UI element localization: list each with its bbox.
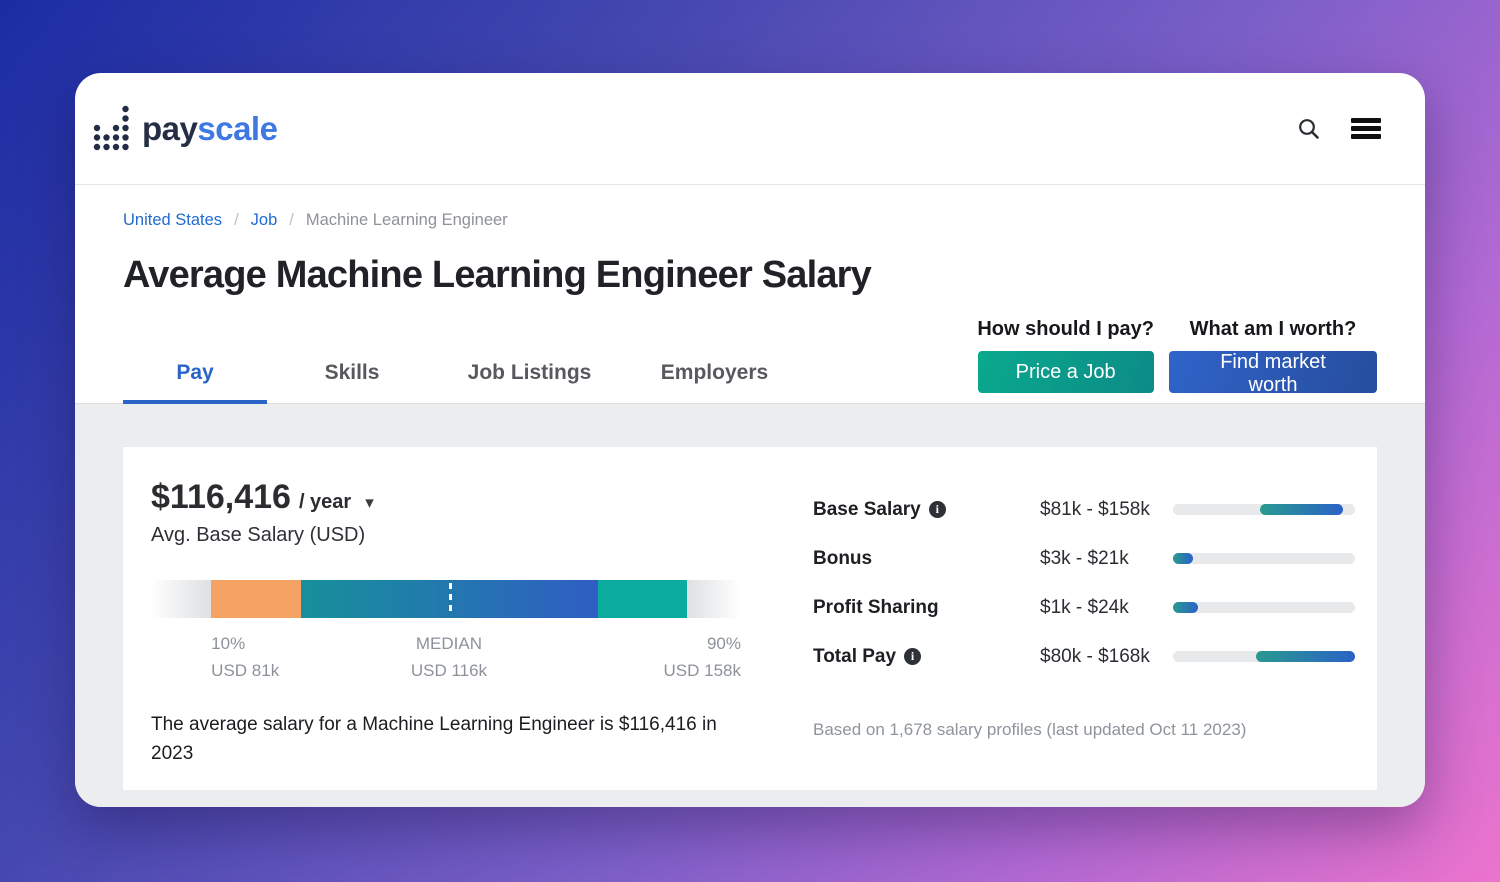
payscale-logo-icon (93, 105, 129, 151)
breadcrumb-current: Machine Learning Engineer (305, 211, 508, 229)
page-card: payscale United States / Job / Machine L… (75, 73, 1425, 807)
row-range: $81k - $158k (1040, 498, 1150, 520)
breadcrumb-job[interactable]: Job (250, 211, 278, 229)
range-bar (1173, 602, 1355, 613)
page-header-section: United States / Job / Machine Learning E… (75, 185, 1425, 404)
distribution-10th-percentile-segment (211, 580, 301, 618)
row-range: $3k - $21k (1040, 547, 1129, 569)
breadcrumb-separator: / (234, 211, 239, 229)
distribution-90th-percentile-segment (597, 580, 687, 618)
median-marker (448, 583, 452, 615)
row-label: Bonus (813, 547, 873, 569)
pay-row-base-salary: Base Salary i $81k - $158k (813, 485, 1355, 534)
what-am-i-worth-label: What am I worth? (1189, 318, 1357, 340)
search-icon[interactable] (1297, 117, 1321, 141)
row-label: Profit Sharing (813, 596, 939, 618)
payscale-logo-text: payscale (142, 109, 278, 147)
range-bar (1173, 651, 1355, 662)
salary-summary-text: The average salary for a Machine Learnin… (151, 714, 717, 764)
tab-job-listings[interactable]: Job Listings (467, 361, 592, 384)
salary-card: $116,416 / year ▾ Avg. Base Salary (USD)… (123, 447, 1377, 790)
range-bar (1173, 553, 1355, 564)
distribution-fade-left (151, 580, 212, 618)
breadcrumb-united-states[interactable]: United States (123, 211, 223, 229)
pay-breakdown-column: Base Salary i $81k - $158k Bonus $3k - $2… (813, 447, 1355, 790)
price-a-job-button[interactable]: Price a Job (977, 351, 1154, 393)
how-should-i-pay-label: How should I pay? (977, 318, 1154, 340)
chevron-down-icon[interactable]: ▾ (365, 493, 374, 512)
percentile-90-label: 90% USD 158k (663, 634, 741, 680)
distribution-fade-right (686, 580, 741, 618)
percentile-10-label: 10% USD 81k (211, 634, 280, 680)
pay-row-profit-sharing: Profit Sharing $1k - $24k (813, 583, 1355, 632)
tab-employers[interactable]: Employers (660, 361, 769, 384)
row-range: $80k - $168k (1040, 645, 1150, 667)
salary-amount: $116,416 (151, 478, 291, 516)
info-icon[interactable]: i (904, 648, 922, 665)
info-icon[interactable]: i (928, 501, 946, 518)
row-label: Total Pay (813, 645, 897, 667)
page-title: Average Machine Learning Engineer Salary (123, 254, 872, 296)
range-bar-fill (1255, 651, 1355, 662)
tab-skills[interactable]: Skills (324, 361, 380, 384)
payscale-logo[interactable]: payscale (93, 105, 278, 152)
based-on-text: Based on 1,678 salary profiles (last upd… (813, 720, 1247, 739)
salary-summary-column: $116,416 / year ▾ Avg. Base Salary (USD)… (123, 447, 813, 790)
find-market-worth-button[interactable]: Find market worth (1169, 351, 1377, 396)
tab-bar: Pay Skills Job Listings Employers (123, 361, 802, 404)
row-label: Base Salary (813, 498, 921, 520)
cta-group: How should I pay? Price a Job What am I … (977, 318, 1377, 396)
pay-row-bonus: Bonus $3k - $21k (813, 534, 1355, 583)
row-range: $1k - $24k (1040, 596, 1129, 618)
salary-distribution-bar (151, 580, 741, 618)
salary-period: / year (298, 491, 352, 513)
menu-icon[interactable] (1351, 118, 1381, 139)
site-header: payscale (75, 73, 1425, 185)
range-bar (1173, 504, 1355, 515)
range-bar-fill (1259, 504, 1343, 515)
median-label: MEDIAN USD 116k (410, 634, 488, 680)
range-bar-fill (1173, 553, 1194, 564)
distribution-labels: 10% USD 81k MEDIAN USD 116k 90% USD 158k (151, 630, 741, 686)
range-bar-fill (1173, 602, 1199, 613)
pay-row-total-pay: Total Pay i $80k - $168k (813, 632, 1355, 681)
content-section: $116,416 / year ▾ Avg. Base Salary (USD)… (75, 404, 1425, 807)
tab-pay[interactable]: Pay (123, 361, 267, 404)
breadcrumb: United States / Job / Machine Learning E… (123, 211, 1377, 230)
salary-subtitle: Avg. Base Salary (USD) (151, 524, 366, 546)
breadcrumb-separator: / (289, 211, 294, 229)
